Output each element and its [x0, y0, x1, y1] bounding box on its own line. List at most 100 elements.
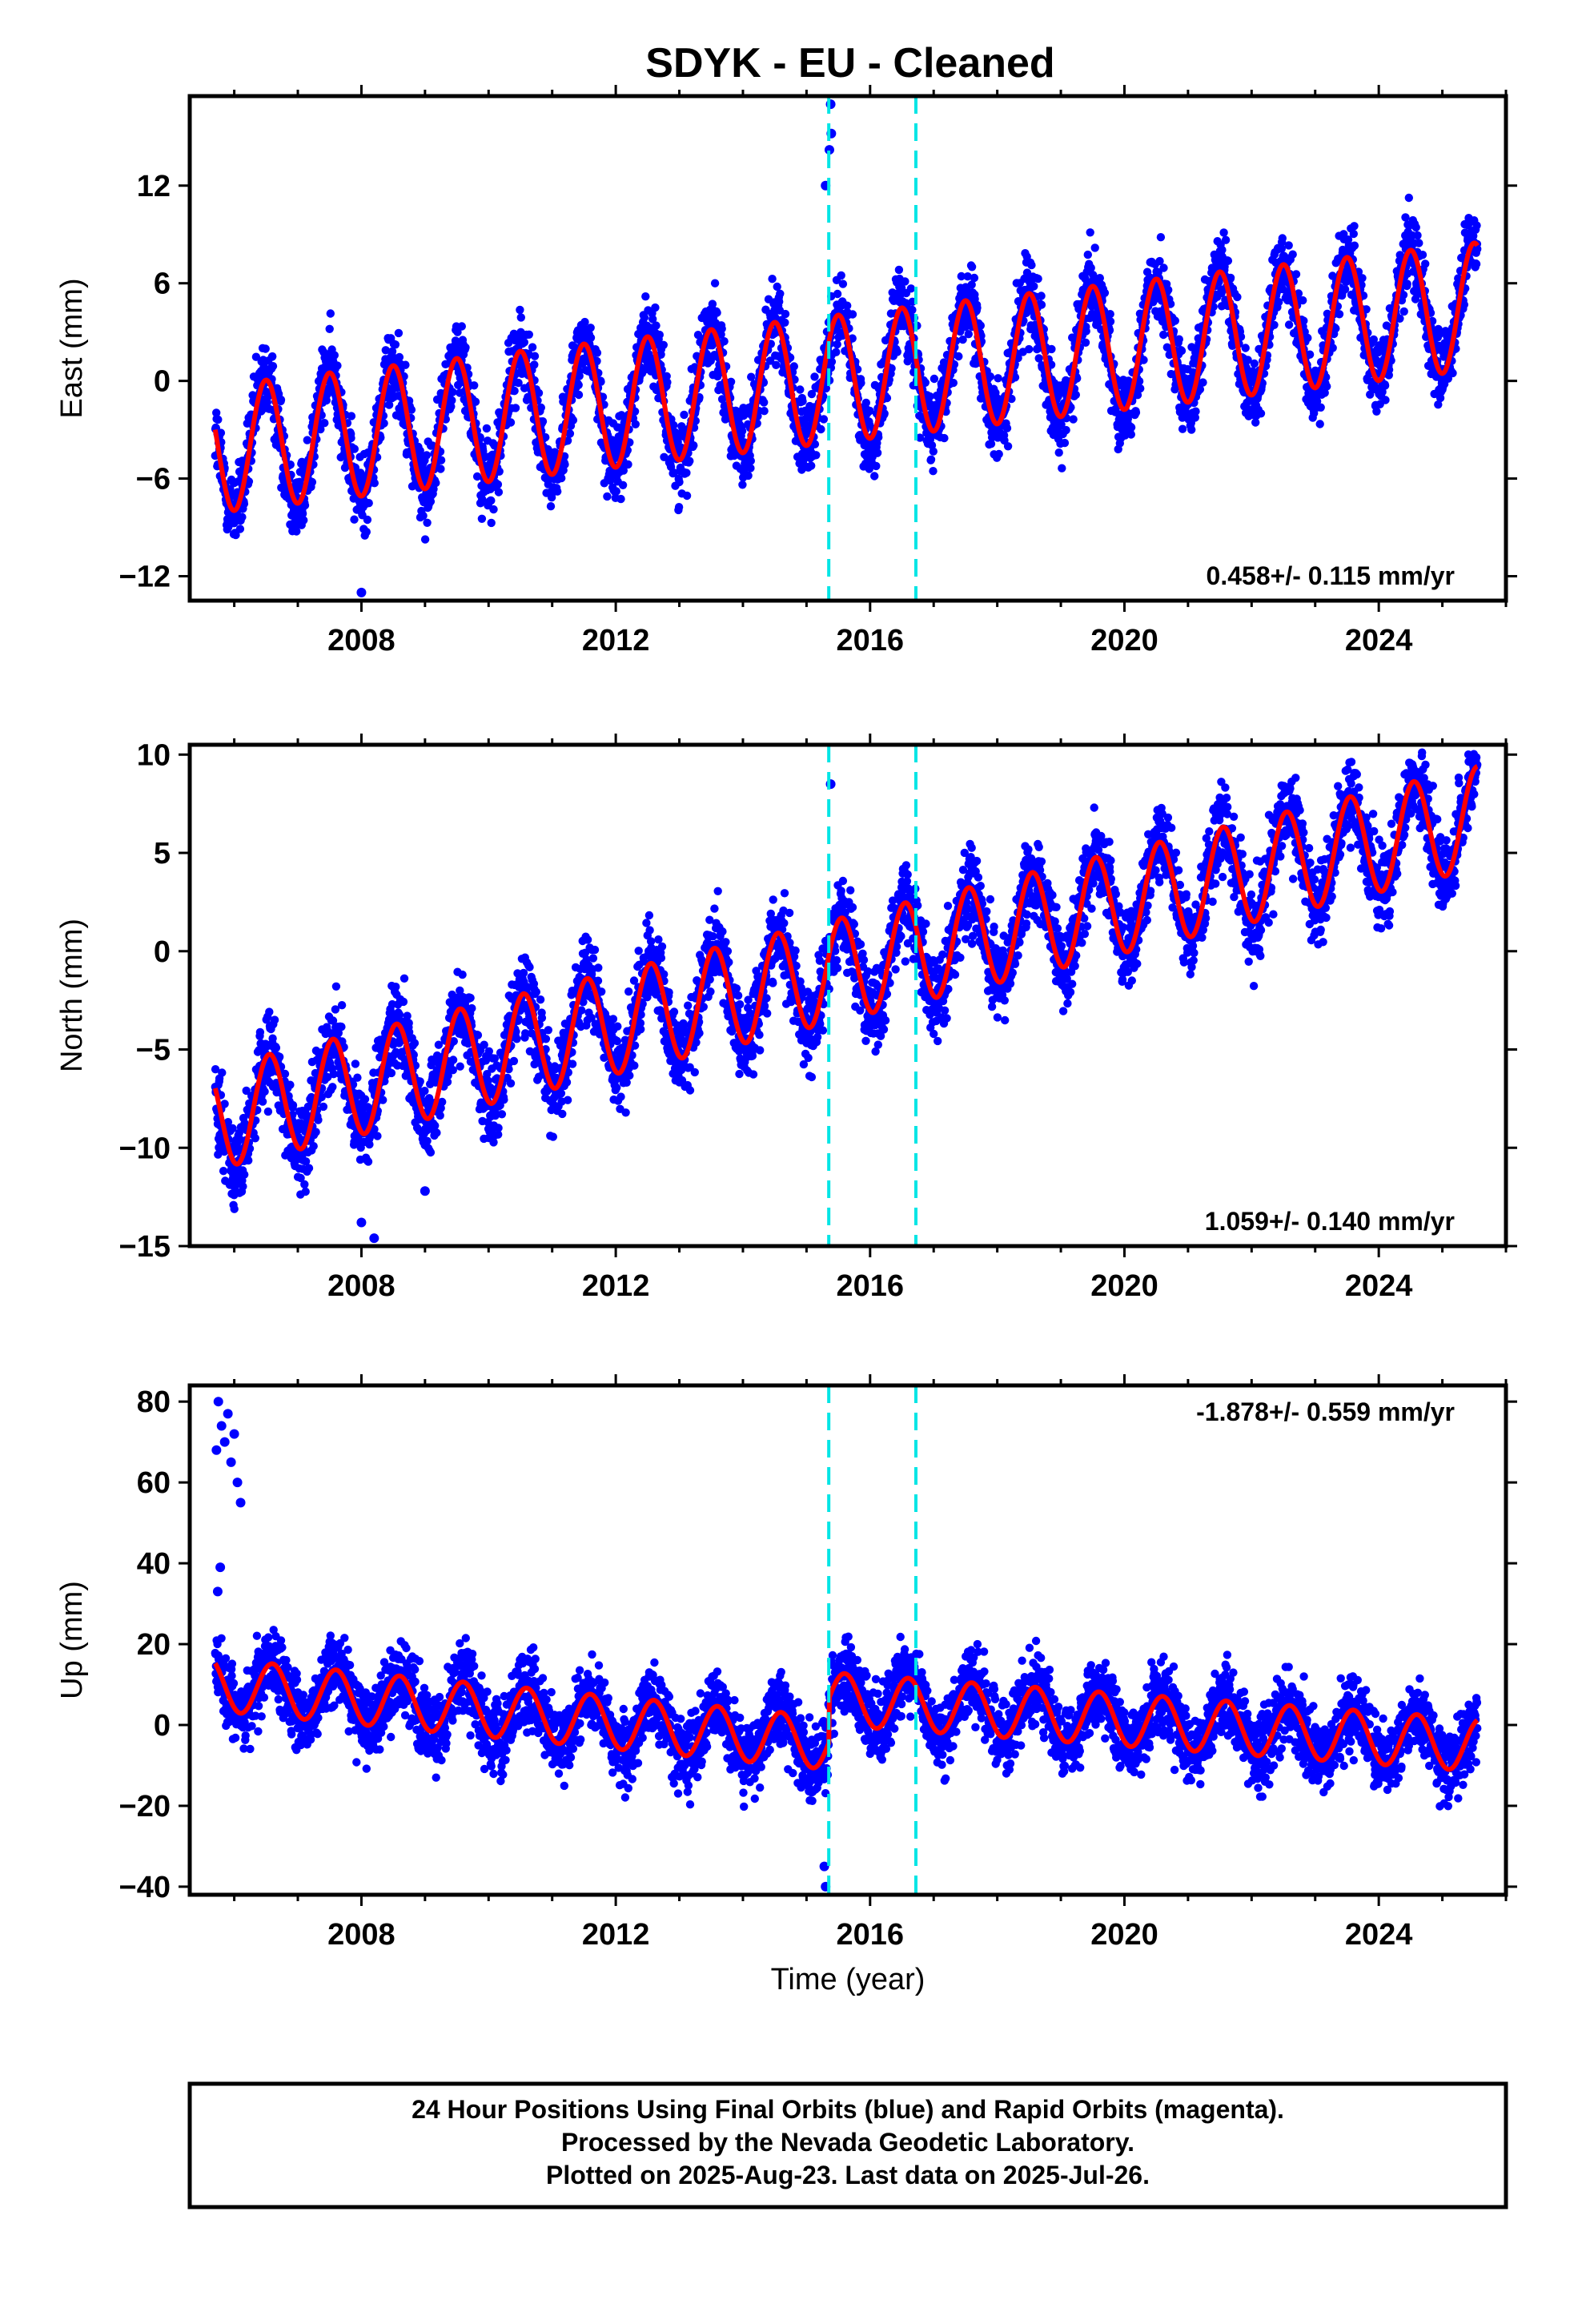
data-point	[640, 313, 649, 322]
x-tick-label: 2020	[1090, 624, 1158, 657]
plot-area	[211, 748, 1482, 1244]
data-point	[760, 407, 769, 416]
data-point	[652, 321, 661, 330]
data-point	[494, 488, 504, 497]
data-point	[419, 511, 428, 521]
data-point	[422, 451, 432, 460]
data-point	[930, 374, 939, 384]
data-point	[309, 1142, 318, 1151]
data-point	[807, 461, 816, 470]
data-point	[239, 499, 249, 509]
data-point	[286, 1080, 295, 1089]
data-point	[429, 485, 438, 493]
data-point	[726, 377, 736, 386]
data-point	[470, 381, 479, 390]
data-point	[320, 419, 329, 428]
data-point	[1037, 300, 1046, 309]
data-point	[1131, 408, 1141, 417]
data-point	[530, 360, 539, 369]
data-point	[514, 378, 523, 388]
data-point	[453, 328, 462, 336]
data-point	[796, 385, 805, 394]
data-point	[307, 477, 317, 487]
data-point	[586, 324, 595, 332]
data-point	[674, 503, 684, 512]
data-point	[1062, 425, 1070, 435]
data-point	[1106, 317, 1115, 326]
data-point	[1404, 193, 1414, 203]
data-point	[708, 300, 717, 308]
data-point	[1421, 259, 1430, 268]
data-point	[299, 516, 308, 525]
data-point	[986, 440, 996, 448]
data-point	[461, 343, 470, 352]
data-point	[1126, 423, 1136, 432]
data-point	[546, 502, 556, 511]
data-point	[958, 335, 967, 344]
data-point	[1007, 394, 1016, 404]
data-point	[1106, 310, 1114, 319]
data-point	[1233, 292, 1242, 302]
data-point	[319, 1102, 328, 1112]
data-point	[347, 433, 355, 443]
data-point	[964, 330, 974, 339]
data-point	[893, 348, 902, 356]
data-points	[211, 748, 1482, 1244]
data-point	[1086, 228, 1094, 237]
data-point	[798, 396, 807, 406]
data-point	[843, 301, 852, 310]
data-point	[1299, 296, 1307, 305]
data-point	[1178, 424, 1187, 433]
data-point	[1472, 221, 1481, 230]
data-point	[746, 464, 755, 472]
data-point	[240, 1170, 249, 1179]
data-point	[1034, 354, 1043, 363]
data-point	[827, 357, 837, 366]
data-point	[807, 389, 817, 399]
data-point	[387, 347, 397, 356]
data-point	[906, 284, 916, 293]
data-point	[1303, 333, 1312, 343]
data-point	[1250, 359, 1259, 368]
data-point	[448, 396, 456, 405]
data-point	[689, 441, 698, 450]
data-point	[838, 279, 848, 288]
data-point	[1082, 327, 1090, 336]
data-point	[328, 1083, 337, 1092]
data-point	[682, 468, 691, 477]
data-point	[472, 472, 482, 481]
data-point	[370, 479, 379, 488]
data-point	[1025, 344, 1034, 354]
data-point	[311, 1128, 320, 1136]
data-point	[940, 433, 949, 443]
data-point	[720, 337, 729, 346]
data-point	[1170, 316, 1180, 325]
data-point	[1241, 344, 1250, 352]
data-point	[821, 384, 831, 393]
data-point	[544, 446, 553, 455]
data-point	[219, 1167, 228, 1176]
data-point	[954, 352, 963, 361]
data-point	[351, 1059, 360, 1068]
data-point	[901, 277, 909, 286]
data-point	[903, 357, 912, 366]
data-point	[773, 282, 781, 292]
data-point	[303, 436, 311, 444]
data-point	[541, 432, 550, 442]
data-point	[1340, 285, 1350, 294]
data-point	[926, 455, 936, 464]
data-point	[268, 1034, 277, 1043]
data-point	[685, 456, 694, 465]
data-point	[448, 388, 457, 396]
data-point	[457, 322, 466, 331]
data-point	[363, 515, 372, 525]
y-tick-label: −12	[119, 561, 171, 594]
data-point	[1315, 420, 1324, 428]
data-point	[908, 305, 917, 315]
data-point	[1256, 409, 1266, 418]
data-point	[1010, 373, 1020, 382]
data-point	[528, 343, 537, 352]
data-point	[482, 424, 492, 433]
data-point	[239, 1182, 247, 1191]
data-point	[619, 466, 628, 475]
